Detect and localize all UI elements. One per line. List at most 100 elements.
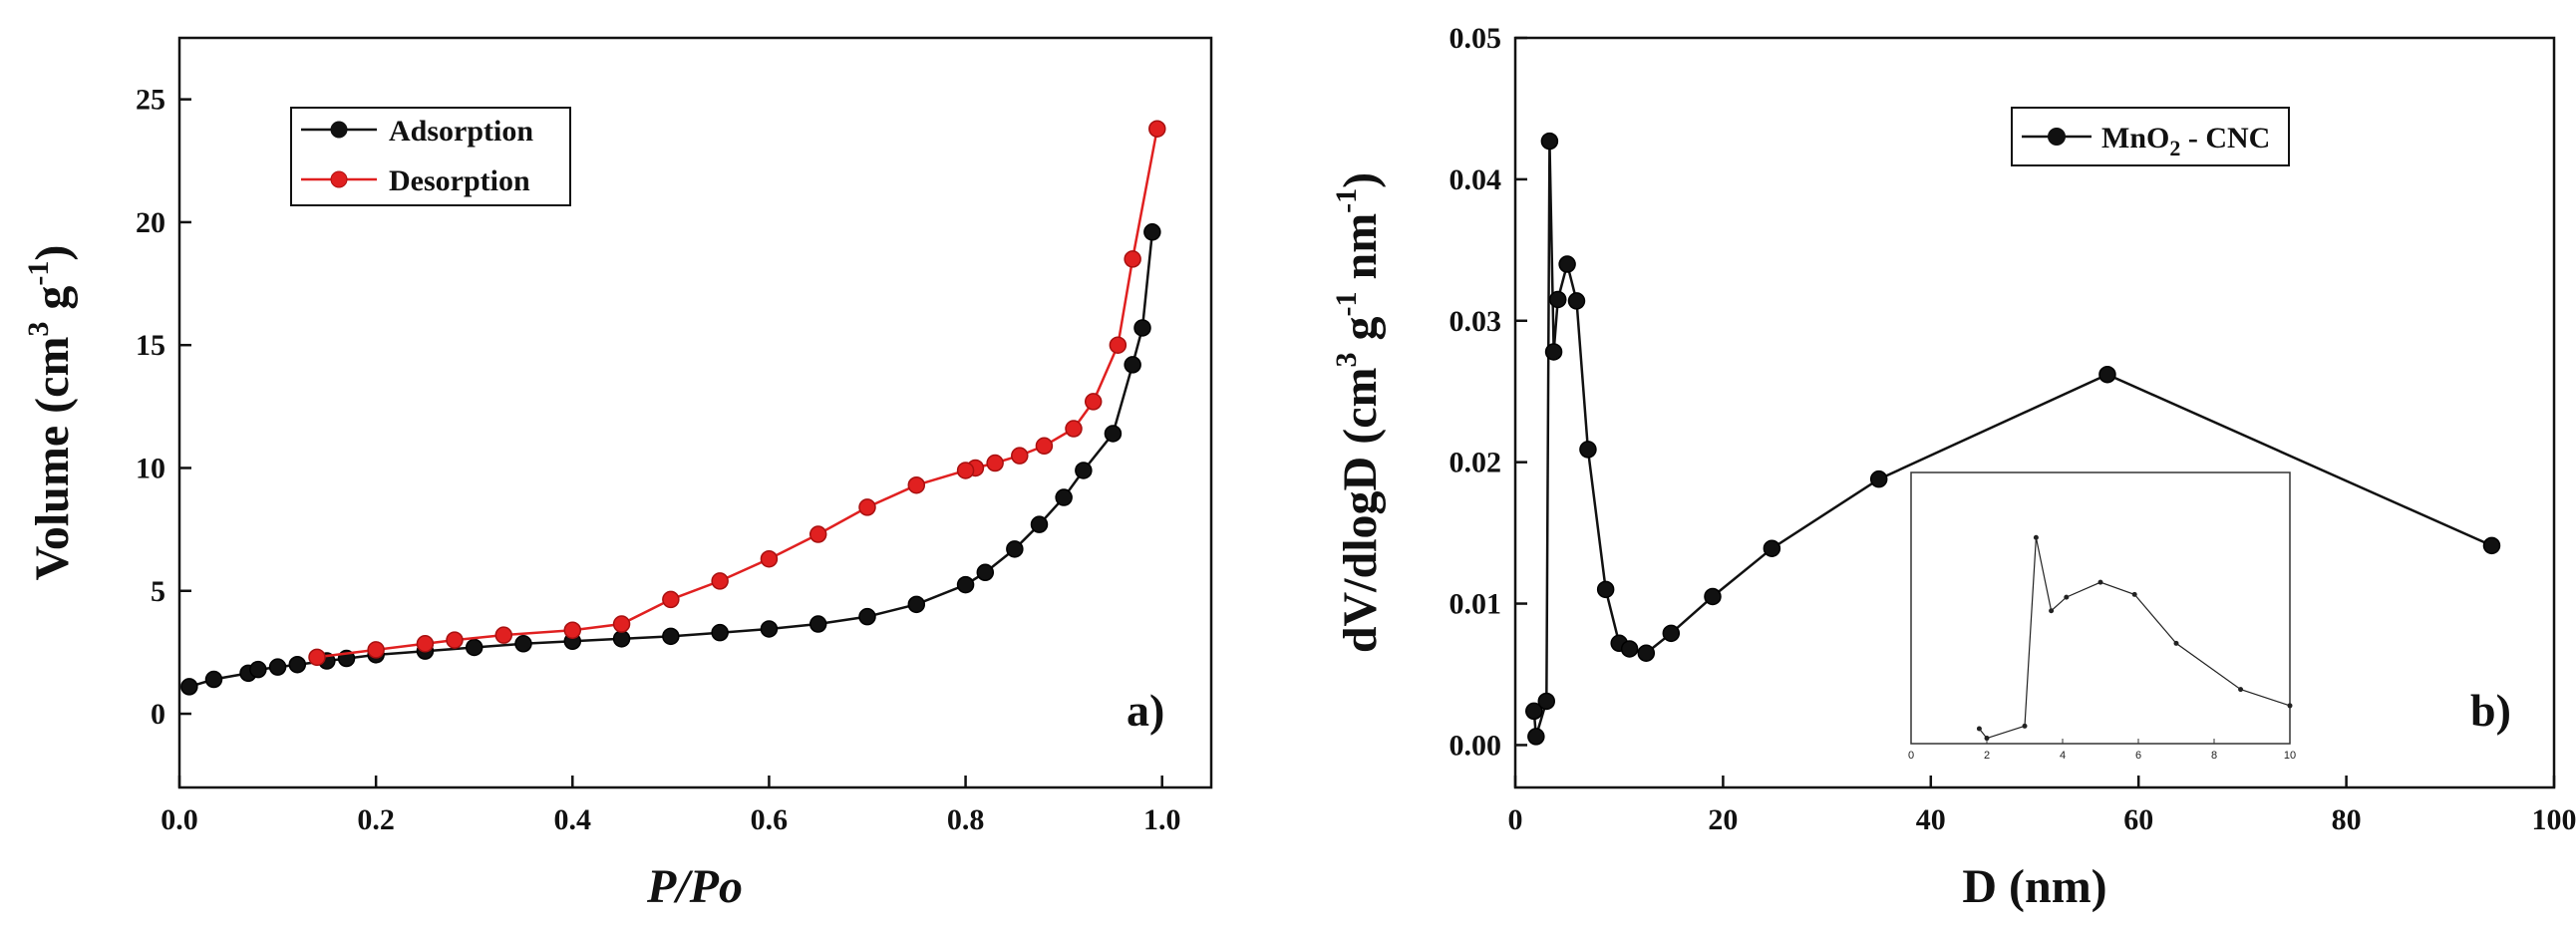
data-point-desorption [858, 498, 876, 516]
panel-b-plot-frame [1513, 36, 2556, 789]
inset-x-tick-label: 0 [1908, 750, 1914, 762]
data-point-desorption [711, 572, 729, 590]
inset-data-point [2033, 534, 2039, 540]
x-tick-label: 100 [2532, 803, 2576, 836]
data-point-desorption [1084, 393, 1103, 411]
data-point-mno2-cnc [1662, 624, 1681, 643]
inset-data-point [2238, 687, 2244, 693]
legend-adsorption-label: Adsorption [389, 115, 533, 148]
y-tick-label: 0.04 [1449, 163, 1502, 196]
data-point-desorption [1124, 250, 1141, 268]
panel-b-x-ticks: 0 20 40 60 80 100 [1508, 776, 2576, 836]
data-point-adsorption [1006, 540, 1024, 558]
data-point-adsorption [1143, 223, 1161, 241]
inset-data-point [2097, 579, 2103, 585]
data-point-mno2-cnc [1527, 728, 1545, 746]
y-tick-label: 0 [151, 698, 165, 731]
legend-mno2-marker [2048, 128, 2066, 146]
inset-data-point [2049, 608, 2055, 614]
data-point-adsorption [956, 575, 975, 594]
data-point-desorption [563, 621, 582, 639]
x-tick-label: 0.0 [161, 803, 198, 836]
x-tick-label: 80 [2332, 803, 2362, 836]
data-point-mno2-cnc [1537, 692, 1556, 711]
x-tick-label: 60 [2123, 803, 2153, 836]
series-line-desorption [316, 128, 1159, 659]
y-tick-label: 0.02 [1449, 447, 1502, 479]
y-tick-label: 20 [136, 206, 165, 239]
data-point-desorption [494, 626, 513, 644]
x-tick-label: 0.2 [357, 803, 395, 836]
data-point-adsorption [711, 623, 729, 642]
data-point-mno2-cnc [1558, 255, 1576, 273]
data-point-adsorption [760, 620, 779, 638]
panel-a-label: a) [1127, 685, 1164, 736]
panel-a-x-axis-title: P/Po [646, 860, 743, 913]
data-point-adsorption [907, 595, 926, 614]
panel-b-series [1525, 132, 2501, 746]
data-point-adsorption [1030, 515, 1049, 533]
inset-data-point [2287, 703, 2293, 709]
inset-frame [1910, 471, 2291, 745]
data-point-adsorption [662, 627, 680, 646]
panel-b-legend: MnO2 - CNC [2011, 107, 2290, 166]
inset-x-tick-label: 10 [2284, 750, 2296, 762]
data-point-adsorption [808, 615, 827, 633]
panel-b-y-ticks: 0.00 0.01 0.02 0.03 0.04 0.05 [1449, 22, 1527, 762]
inset-data-point [2022, 723, 2028, 729]
inset-data-point [2131, 591, 2137, 597]
x-tick-label: 0.6 [751, 803, 789, 836]
data-point-mno2-cnc [1637, 644, 1656, 662]
x-tick-label: 0.8 [947, 803, 985, 836]
legend-mno2-label: MnO2 - CNC [2101, 122, 2270, 160]
data-point-desorption [1148, 120, 1166, 138]
data-point-desorption [446, 631, 464, 649]
x-tick-label: 20 [1708, 803, 1738, 836]
inset-data-point [1976, 726, 1982, 732]
panel-b-pore-distribution-chart: 0 20 40 60 80 100 0.000.010.020.030.040.05 Mn… [1330, 22, 2576, 913]
data-point-desorption [662, 590, 680, 609]
data-point-desorption [612, 615, 631, 633]
data-point-desorption [1035, 437, 1054, 456]
data-point-mno2-cnc [1567, 292, 1586, 310]
data-point-adsorption [288, 655, 307, 674]
data-point-adsorption [612, 630, 631, 648]
y-tick-label: 10 [136, 452, 165, 484]
data-point-desorption [416, 635, 435, 653]
data-point-desorption [986, 454, 1004, 472]
data-point-adsorption [1133, 319, 1151, 337]
inset-x-tick-label: 8 [2211, 750, 2217, 762]
data-point-desorption [907, 475, 926, 494]
x-tick-label: 0 [1508, 803, 1523, 836]
data-point-mno2-cnc [1548, 290, 1567, 309]
panel-a-plot-frame [177, 36, 1213, 789]
x-tick-label: 1.0 [1143, 803, 1181, 836]
data-point-desorption [956, 462, 975, 479]
data-point-desorption [367, 641, 385, 659]
panel-a-isotherm-chart: 0.0 0.2 0.4 0.6 0.8 1.0 0 5 10 15 20 25 Adsorption… [22, 36, 1213, 913]
data-point-mno2-cnc [1544, 343, 1563, 361]
data-point-adsorption [1104, 425, 1123, 443]
panel-a-series [180, 120, 1166, 696]
inset-x-tick-label: 2 [1984, 750, 1990, 762]
panel-b-inset-chart: 0 2 4 6 8 10 [1908, 471, 2296, 762]
inset-x-tick-label: 6 [2135, 750, 2141, 762]
inset-x-ticks: 0 2 4 6 8 10 [1908, 739, 2296, 762]
y-tick-label: 0.03 [1449, 305, 1502, 338]
inset-data-point [2064, 594, 2070, 600]
y-tick-label: 0.05 [1449, 22, 1502, 55]
y-tick-label: 0.00 [1449, 729, 1502, 762]
data-point-mno2-cnc [1620, 640, 1639, 658]
x-tick-label: 40 [1916, 803, 1946, 836]
inset-series [1976, 534, 2293, 742]
panel-a-x-ticks: 0.0 0.2 0.4 0.6 0.8 1.0 [161, 776, 1180, 836]
legend-desorption-label: Desorption [389, 164, 530, 197]
panel-a-y-ticks: 0 5 10 15 20 25 [136, 84, 191, 731]
data-point-mno2-cnc [1704, 587, 1722, 606]
y-tick-label: 5 [151, 575, 165, 608]
data-point-adsorption [204, 670, 223, 689]
data-point-mno2-cnc [2482, 536, 2501, 555]
y-tick-label: 0.01 [1449, 588, 1502, 621]
data-point-desorption [1065, 420, 1083, 438]
